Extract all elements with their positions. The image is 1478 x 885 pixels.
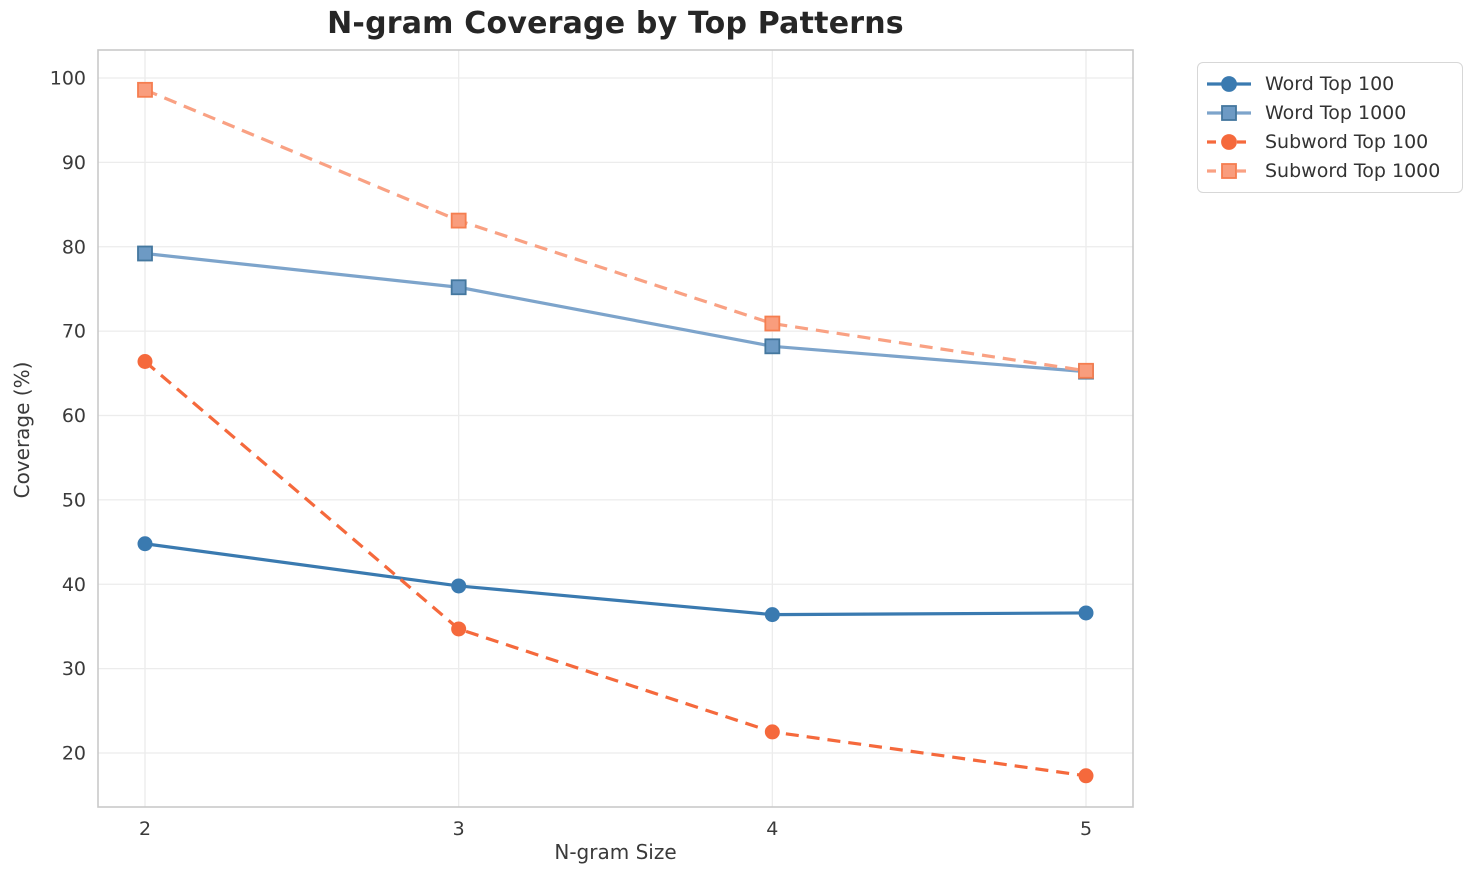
data-point-circle bbox=[451, 578, 467, 594]
legend-entry: Word Top 1000 bbox=[1206, 102, 1452, 124]
chart-title: N-gram Coverage by Top Patterns bbox=[327, 6, 904, 41]
legend-label: Subword Top 100 bbox=[1265, 131, 1429, 154]
series-line-word-top-100 bbox=[144, 542, 1087, 617]
data-point-circle bbox=[451, 621, 467, 637]
data-point-square bbox=[764, 338, 781, 355]
y-axis-label: Coverage (%) bbox=[10, 361, 34, 499]
legend-label: Word Top 100 bbox=[1265, 72, 1395, 95]
x-tick-label: 5 bbox=[1080, 818, 1092, 840]
y-tick-label: 80 bbox=[62, 236, 86, 258]
series-line-subword-top-1000 bbox=[144, 88, 1087, 373]
legend-entry: Word Top 100 bbox=[1206, 73, 1452, 95]
legend-line-sample bbox=[1207, 163, 1251, 180]
x-tick-label: 4 bbox=[766, 818, 778, 840]
legend: Word Top 100 Word Top 1000 Subword Top 100… bbox=[1197, 62, 1463, 193]
data-point-square bbox=[450, 279, 467, 296]
legend-marker-circle bbox=[1221, 134, 1237, 151]
y-tick-label: 30 bbox=[62, 658, 86, 680]
data-point-square bbox=[137, 245, 153, 262]
x-tick-label: 3 bbox=[453, 818, 465, 840]
data-point-circle bbox=[764, 724, 780, 740]
series-line-word-top-1000 bbox=[144, 251, 1087, 374]
x-axis-label: N-gram Size bbox=[554, 840, 677, 864]
legend-marker-square bbox=[1221, 104, 1237, 121]
legend-line-sample bbox=[1207, 104, 1251, 121]
data-point-circle bbox=[137, 354, 153, 369]
y-tick-label: 60 bbox=[62, 405, 86, 427]
data-point-square bbox=[764, 315, 781, 332]
y-tick-label: 50 bbox=[62, 489, 86, 511]
y-tick-label: 70 bbox=[62, 321, 86, 343]
series-line-subword-top-100 bbox=[143, 360, 1087, 778]
legend-line-sample bbox=[1207, 134, 1251, 151]
data-point-circle bbox=[137, 536, 153, 552]
legend-label: Subword Top 1000 bbox=[1265, 160, 1441, 183]
legend-marker-circle bbox=[1221, 75, 1237, 92]
legend-line-sample bbox=[1207, 75, 1251, 92]
data-point-circle bbox=[1078, 605, 1094, 621]
data-point-square bbox=[137, 81, 153, 98]
y-tick-label: 100 bbox=[50, 68, 86, 90]
y-tick-label: 40 bbox=[62, 574, 86, 596]
legend-entry: Subword Top 1000 bbox=[1206, 160, 1452, 182]
data-point-circle bbox=[1078, 768, 1094, 784]
data-point-circle bbox=[764, 607, 780, 623]
data-point-square bbox=[450, 212, 467, 229]
plot-border bbox=[97, 49, 1134, 808]
y-tick-label: 90 bbox=[62, 152, 86, 174]
legend-marker-square bbox=[1221, 163, 1237, 180]
y-tick-label: 20 bbox=[62, 743, 86, 765]
data-point-square bbox=[1078, 362, 1094, 379]
x-tick-label: 2 bbox=[139, 818, 151, 840]
legend-label: Word Top 1000 bbox=[1265, 101, 1407, 124]
legend-entry: Subword Top 100 bbox=[1206, 131, 1452, 153]
